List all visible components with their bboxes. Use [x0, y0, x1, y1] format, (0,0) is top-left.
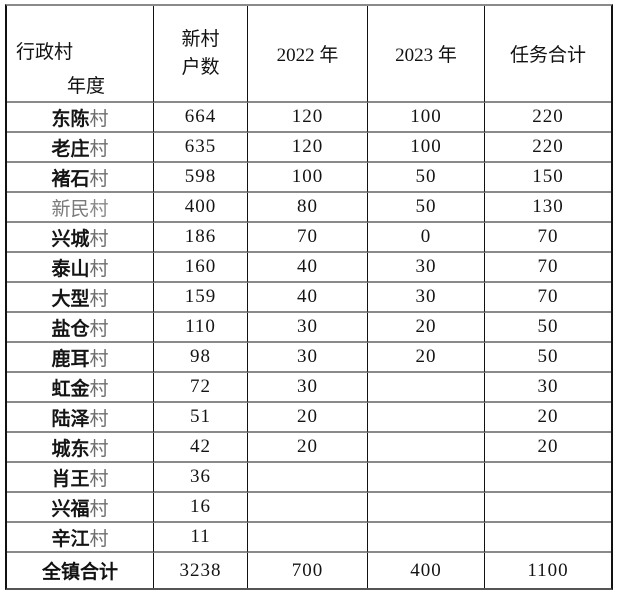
- y2022-cell: [248, 463, 368, 493]
- households-cell: 598: [154, 163, 248, 193]
- y2023-cell: 50: [368, 193, 485, 223]
- village-name-cell: 肖王村: [7, 463, 154, 493]
- y2022-cell: 70: [248, 223, 368, 253]
- y2023-cell: [368, 523, 485, 553]
- header-households: 新村 户数: [154, 6, 248, 103]
- total-cell: 70: [485, 253, 611, 283]
- total-cell: 70: [485, 223, 611, 253]
- households-cell: 635: [154, 133, 248, 163]
- village-name-cell: 虹金村: [7, 373, 154, 403]
- households-cell: 16: [154, 493, 248, 523]
- y2023-cell: [368, 403, 485, 433]
- households-cell: 72: [154, 373, 248, 403]
- y2023-cell: 20: [368, 343, 485, 373]
- households-cell: 11: [154, 523, 248, 553]
- header-households-line1: 新村: [181, 28, 220, 50]
- header-task-total: 任务合计: [485, 6, 611, 103]
- y2023-cell: 50: [368, 163, 485, 193]
- total-households-cell: 3238: [154, 553, 248, 588]
- households-cell: 400: [154, 193, 248, 223]
- y2022-cell: 20: [248, 403, 368, 433]
- village-name-cell: 盐仓村: [7, 313, 154, 343]
- y2022-cell: 40: [248, 253, 368, 283]
- y2022-cell: 30: [248, 313, 368, 343]
- households-cell: 36: [154, 463, 248, 493]
- total-cell: 220: [485, 133, 611, 163]
- corner-header-cell: 行政村 年度: [7, 6, 154, 103]
- village-name-cell: 兴城村: [7, 223, 154, 253]
- village-name-cell: 陆泽村: [7, 403, 154, 433]
- y2022-cell: 120: [248, 133, 368, 163]
- y2023-cell: 0: [368, 223, 485, 253]
- households-cell: 160: [154, 253, 248, 283]
- y2023-cell: [368, 493, 485, 523]
- total-y2023-cell: 400: [368, 553, 485, 588]
- total-y2022-cell: 700: [248, 553, 368, 588]
- village-name-cell: 老庄村: [7, 133, 154, 163]
- households-cell: 664: [154, 103, 248, 133]
- village-name-cell: 泰山村: [7, 253, 154, 283]
- y2023-cell: 20: [368, 313, 485, 343]
- total-cell: 220: [485, 103, 611, 133]
- village-name-cell: 兴福村: [7, 493, 154, 523]
- households-cell: 42: [154, 433, 248, 463]
- y2022-cell: 80: [248, 193, 368, 223]
- y2022-cell: 30: [248, 373, 368, 403]
- village-task-table: 行政村 年度 新村 户数 2022 年 2023 年 任务合计 东陈村 664 …: [5, 4, 613, 590]
- village-name-cell: 大型村: [7, 283, 154, 313]
- y2023-cell: [368, 433, 485, 463]
- y2022-cell: 20: [248, 433, 368, 463]
- total-cell: 30: [485, 373, 611, 403]
- y2023-cell: 30: [368, 283, 485, 313]
- total-row-label: 全镇合计: [7, 553, 154, 588]
- total-cell: 50: [485, 343, 611, 373]
- total-cell: 70: [485, 283, 611, 313]
- corner-row-label: 行政村: [16, 42, 74, 63]
- header-2023: 2023 年: [368, 6, 485, 103]
- total-cell: 20: [485, 403, 611, 433]
- y2022-cell: [248, 493, 368, 523]
- total-sum-cell: 1100: [527, 559, 569, 581]
- y2023-cell: [368, 373, 485, 403]
- total-cell: 20: [485, 433, 611, 463]
- village-name-cell: 鹿耳村: [7, 343, 154, 373]
- households-cell: 110: [154, 313, 248, 343]
- y2023-cell: 100: [368, 133, 485, 163]
- header-households-line2: 户数: [181, 56, 220, 78]
- total-cell: [485, 463, 611, 493]
- village-name-cell: 东陈村: [7, 103, 154, 133]
- y2022-cell: 30: [248, 343, 368, 373]
- y2022-cell: 40: [248, 283, 368, 313]
- total-cell: [485, 523, 611, 553]
- y2023-cell: 30: [368, 253, 485, 283]
- total-cell: [485, 493, 611, 523]
- village-name-cell: 辛江村: [7, 523, 154, 553]
- corner-col-label: 年度: [67, 76, 106, 97]
- total-cell: 150: [485, 163, 611, 193]
- total-cell: 50: [485, 313, 611, 343]
- village-name-cell: 城东村: [7, 433, 154, 463]
- y2023-cell: 100: [368, 103, 485, 133]
- households-cell: 186: [154, 223, 248, 253]
- households-cell: 159: [154, 283, 248, 313]
- y2022-cell: [248, 523, 368, 553]
- y2022-cell: 120: [248, 103, 368, 133]
- y2023-cell: [368, 463, 485, 493]
- households-cell: 51: [154, 403, 248, 433]
- village-name-cell: 新民村: [7, 193, 154, 223]
- total-cell: 130: [485, 193, 611, 223]
- village-name-cell: 褚石村: [7, 163, 154, 193]
- households-cell: 98: [154, 343, 248, 373]
- header-2022: 2022 年: [248, 6, 368, 103]
- y2022-cell: 100: [248, 163, 368, 193]
